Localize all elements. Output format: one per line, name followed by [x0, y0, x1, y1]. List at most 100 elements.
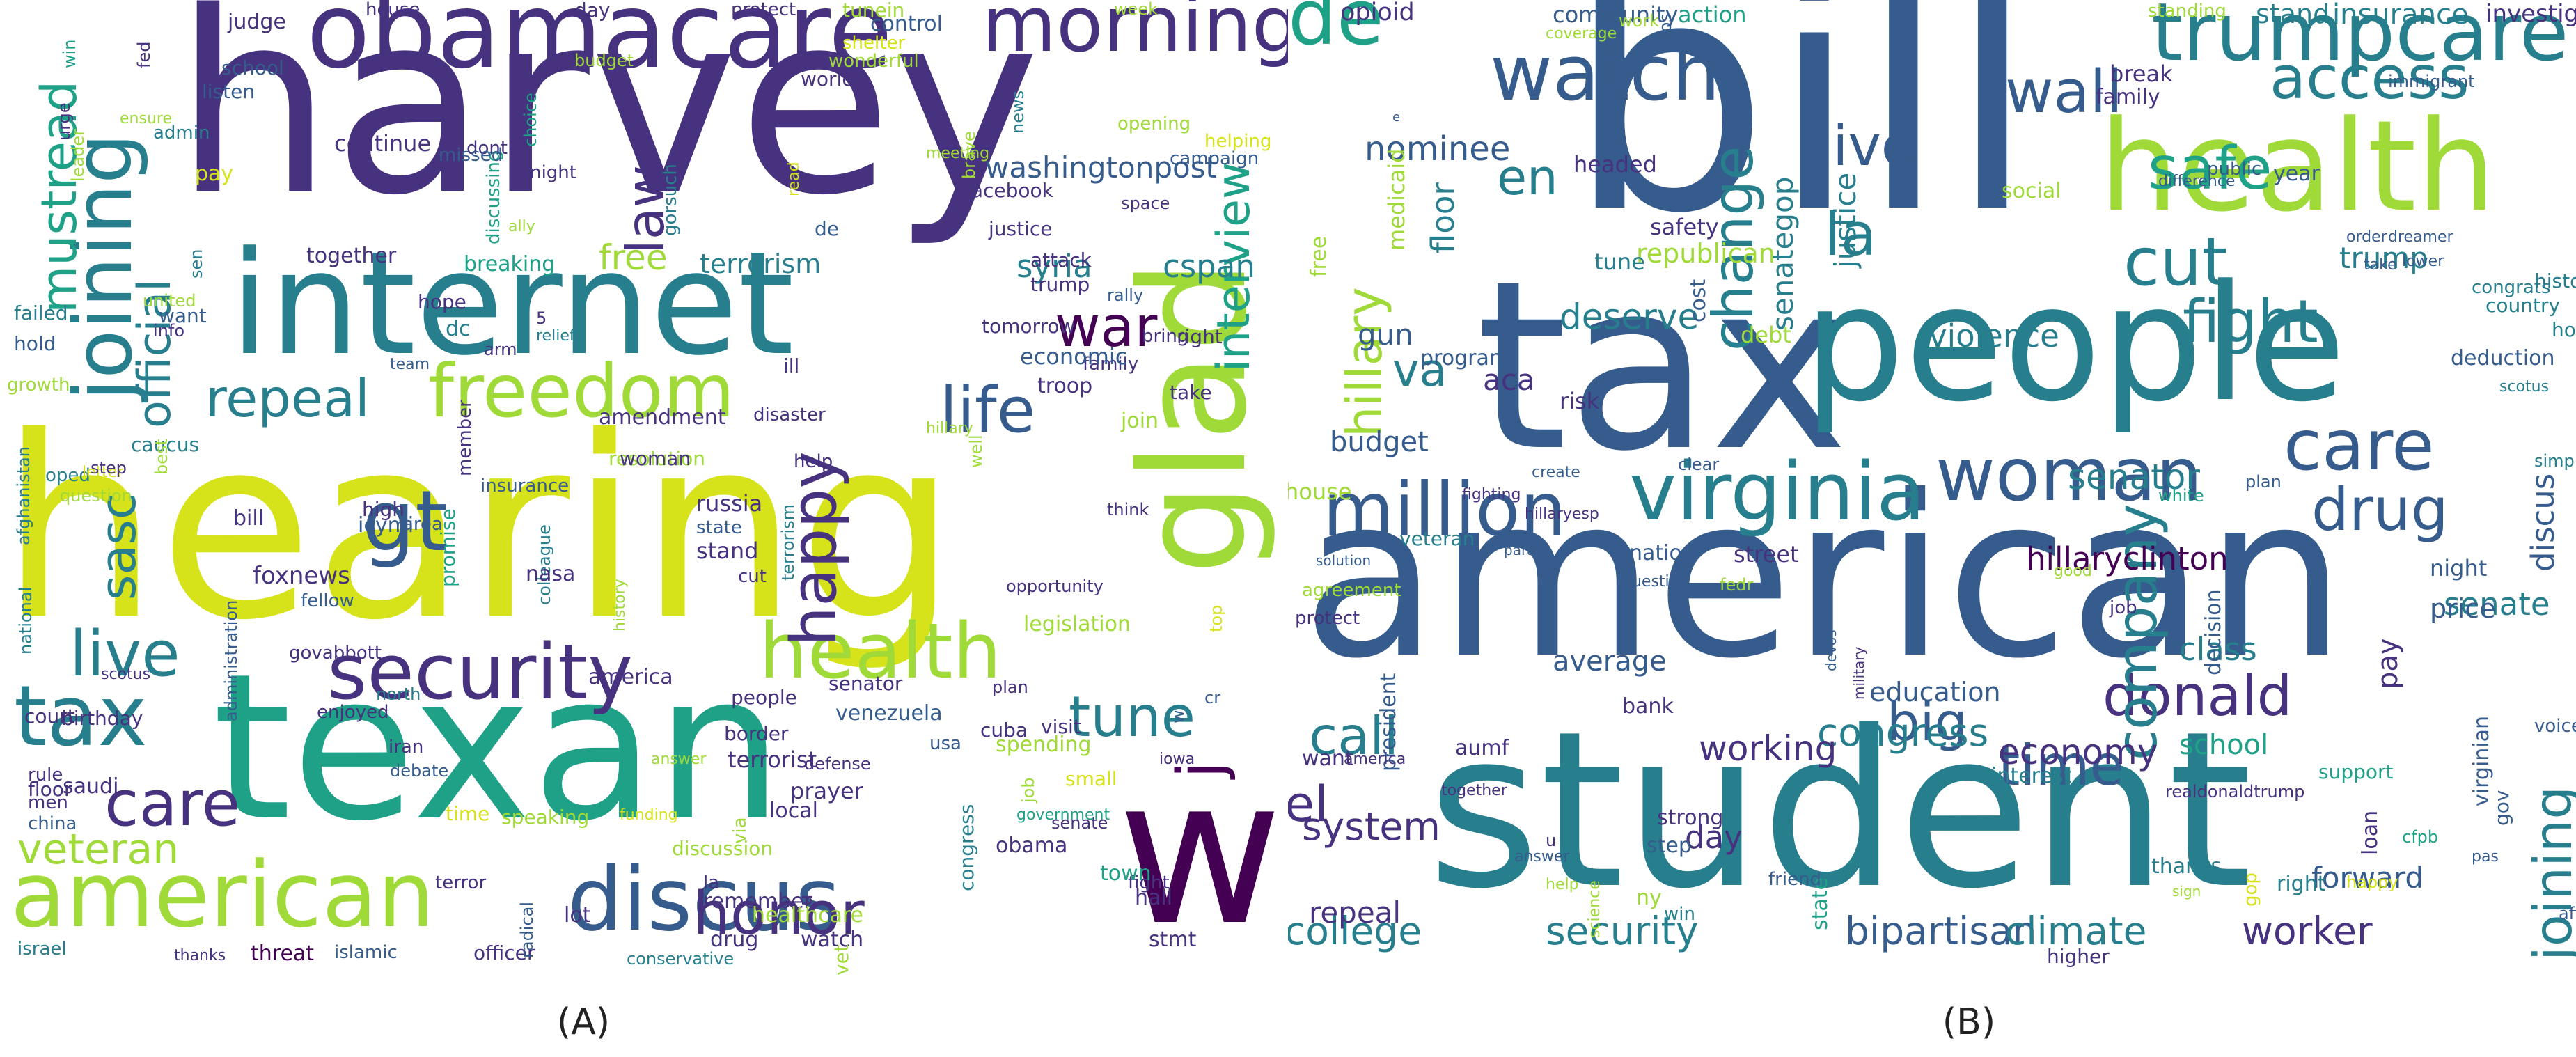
- cloud-a-word-196: w: [1168, 710, 1188, 723]
- cloud-a-word-76: local: [769, 799, 818, 823]
- cloud-b-word-84: year: [2273, 162, 2320, 186]
- cloud-b-word-43: day: [1685, 819, 1743, 856]
- cloud-a-word-147: control: [870, 12, 943, 36]
- cloud-a-word-121: join: [1121, 409, 1159, 433]
- cloud-a-word-59: fellow: [301, 590, 354, 611]
- cloud-a-word-45: hope: [418, 290, 466, 313]
- cloud-a-word-74: terrorist: [728, 746, 817, 773]
- cloud-a-word-110: small: [1065, 767, 1117, 790]
- cloud-b-word-41: system: [1302, 804, 1440, 849]
- cloud-a-word-133: member: [455, 399, 476, 476]
- cloud-a-word-53: question: [60, 486, 132, 506]
- cloud-b-word-72: opioid: [1340, 0, 1415, 26]
- cloud-b-word-16: access: [2270, 44, 2469, 113]
- cloud-b-word-121: simple: [2534, 451, 2576, 471]
- cloud-b-word-32: hillaryclinton: [2026, 540, 2229, 577]
- cloud-b-word-105: aumf: [1455, 736, 1509, 760]
- cloud-b-word-88: deduction: [2451, 346, 2555, 370]
- cloud-b-word-77: headed: [1573, 151, 1657, 178]
- cloud-b-word-124: military: [1851, 646, 1867, 700]
- cloud-b-word-4: people: [1803, 251, 2346, 437]
- cloud-b-word-20: de: [1288, 0, 1384, 62]
- cloud-a-word-77: enjoyed: [317, 702, 389, 723]
- cloud-a-word-71: senator: [828, 672, 903, 695]
- cloud-b-word-7: trumpcare: [2151, 0, 2569, 79]
- cloud-b-word-126: veteran: [1399, 527, 1475, 550]
- cloud-b-word-159: e: [1392, 110, 1401, 125]
- cloud-b-word-133: america: [1344, 751, 1406, 768]
- cloud-a-word-198: iowa: [1159, 751, 1195, 768]
- cloud-b-word-92: decision: [2201, 589, 2226, 675]
- cloud-b-word-70: break: [2110, 61, 2173, 87]
- cloud-a-word-177: relief: [536, 327, 575, 345]
- cloud-a-word-161: meeting: [926, 145, 990, 162]
- cloud-b-word-14: fight: [2183, 288, 2318, 357]
- cloud-b-word-98: step: [1647, 833, 1692, 858]
- cloud-b-word-3: tax: [1476, 231, 1848, 503]
- cloud-a-word-86: birthday: [61, 707, 143, 730]
- cloud-a-word-94: terror: [435, 872, 487, 893]
- cloud-b-word-82: debt: [1741, 322, 1791, 348]
- cloud-a-word-152: week: [1114, 0, 1159, 19]
- cloud-b-word-150: lower: [2402, 253, 2444, 270]
- cloud-a-word-69: america: [588, 665, 673, 689]
- cloud-b-word-139: good: [2054, 563, 2092, 580]
- word-cloud-a: harvey hearing texan internet obamacare morni…: [0, 0, 1288, 989]
- cloud-b-word-54: aca: [1483, 363, 1535, 397]
- cloud-a-word-32: washingtonpost: [985, 150, 1218, 185]
- cloud-b-word-128: hillaryesp: [1525, 506, 1599, 523]
- cloud-b-word-127: fighting: [1462, 486, 1521, 503]
- cloud-a-word-46: want: [159, 304, 207, 327]
- cloud-b-word-136: win: [1664, 904, 1695, 925]
- cloud-a-word-132: woman: [620, 447, 691, 470]
- cloud-b-word-78: safety: [1650, 214, 1719, 240]
- cloud-a-word-96: lot: [564, 903, 591, 927]
- cloud-a-word-83: rule: [28, 765, 63, 785]
- cloud-a-word-91: officer: [473, 941, 535, 964]
- cloud-a-word-135: attack: [1030, 249, 1092, 272]
- cloud-a-word-162: dont: [466, 138, 508, 159]
- cloud-b-word-122: voice: [2534, 716, 2576, 737]
- cloud-b-word-65: trump: [2339, 241, 2428, 275]
- cloud-b-word-8: watch: [1490, 29, 1720, 118]
- cloud-a-word-72: venezuela: [835, 701, 943, 726]
- cloud-b-word-90: nation: [1629, 541, 1695, 565]
- cloud-a-word-139: bring: [1142, 326, 1189, 347]
- cloud-b-word-18: live: [1817, 113, 1916, 178]
- cloud-a-word-164: missed: [439, 145, 503, 166]
- cloud-a-word-73: border: [724, 722, 789, 745]
- cloud-a-word-44: together: [306, 244, 397, 268]
- cloud-b-word-114: coverage: [1546, 25, 1617, 42]
- cloud-a-word-127: defense: [804, 754, 871, 774]
- cloud-b-word-155: help: [1546, 876, 1579, 893]
- cloud-b-word-111: plan: [2245, 472, 2282, 492]
- cloud-b-word-117: history: [2534, 269, 2576, 292]
- cloud-a-word-195: well: [966, 434, 986, 469]
- cloud-b-word-157: fedr: [1720, 575, 1754, 595]
- cloud-a-word-192: vet: [830, 944, 853, 976]
- cloud-b-word-73: community: [1553, 1, 1679, 28]
- cloud-a-word-75: prayer: [790, 778, 863, 804]
- cloud-b-word-5: student: [1427, 685, 2253, 937]
- cloud-a-word-1: harvey: [174, 0, 1041, 250]
- cloud-b-word-46: college: [1288, 909, 1422, 953]
- cloud-b-word-94: thanks: [2151, 854, 2222, 879]
- cloud-a-word-34: terrorism: [700, 249, 822, 279]
- cloud-b-word-119: hold: [2552, 318, 2576, 341]
- cloud-b-word-50: justice: [1828, 172, 1862, 268]
- cloud-a-word-155: opening: [1117, 113, 1191, 134]
- cloud-b-word-38: congress: [1817, 710, 1989, 755]
- cloud-a-word-200: ally: [508, 218, 535, 235]
- cloud-a-word-118: legislation: [1023, 612, 1131, 636]
- cloud-b-word-147: difference: [2158, 173, 2236, 190]
- cloud-b-word-10: million: [1323, 467, 1566, 552]
- cloud-a-word-82: china: [28, 813, 77, 834]
- cloud-b-word-24: hillary: [1336, 287, 1393, 437]
- cloud-a-word-68: cut: [738, 566, 767, 587]
- cloud-a-word-15: health: [759, 606, 1002, 696]
- cloud-a-word-129: amendment: [599, 405, 726, 430]
- cloud-a-word-138: rally: [1107, 285, 1144, 305]
- cloud-a-word-29: sasc: [90, 492, 147, 600]
- cloud-b-word-44: security: [1546, 909, 1699, 953]
- cloud-a-word-175: united: [143, 291, 196, 311]
